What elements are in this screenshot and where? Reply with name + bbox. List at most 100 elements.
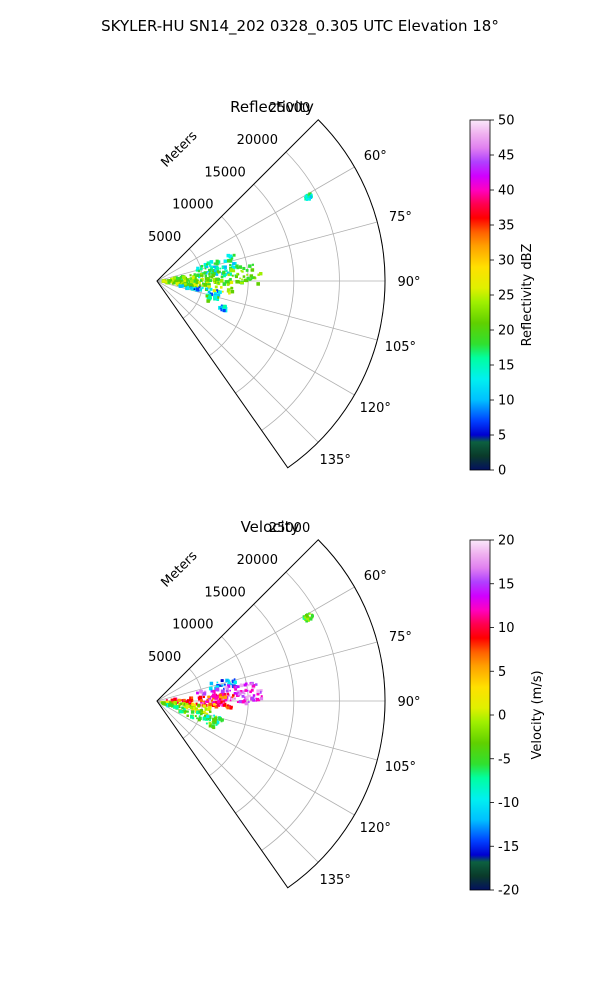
range-ring xyxy=(261,151,340,431)
range-ring xyxy=(235,603,295,814)
echo-cell xyxy=(236,692,240,696)
colorbar-tick-label: 45 xyxy=(498,149,515,164)
azimuth-tick-label: 60° xyxy=(364,149,387,164)
echo-cell xyxy=(210,695,214,698)
echo-cell xyxy=(211,724,215,729)
colorbar-tick-label: 15 xyxy=(498,359,515,374)
echo-cell xyxy=(226,692,230,696)
echo-cell xyxy=(193,284,197,288)
echo-cell xyxy=(222,282,227,286)
echo-cell xyxy=(174,282,176,285)
echo-cell xyxy=(198,286,201,289)
echo-cell xyxy=(207,285,211,289)
echo-cell xyxy=(180,699,183,702)
echo-cell xyxy=(219,278,224,283)
echo-cell xyxy=(258,699,261,702)
echo-cell xyxy=(220,696,224,699)
echo-cell xyxy=(220,305,223,308)
echo-cell xyxy=(306,617,309,621)
echo-cell xyxy=(186,699,191,703)
echo-cell xyxy=(214,704,219,709)
echo-cell xyxy=(213,295,218,299)
echo-cell xyxy=(249,690,252,694)
echo-cell xyxy=(199,712,203,716)
echo-cell xyxy=(205,265,208,268)
echo-cell xyxy=(219,703,221,706)
echo-cell xyxy=(202,695,205,699)
echo-cell xyxy=(229,259,233,263)
echo-cell xyxy=(183,698,186,702)
echo-cell xyxy=(180,278,183,281)
echo-cell xyxy=(189,706,193,710)
echo-cell xyxy=(212,689,216,693)
echo-cell xyxy=(237,693,240,696)
echo-cell xyxy=(214,285,218,289)
echo-cell xyxy=(240,269,243,272)
echo-cell xyxy=(230,685,233,688)
echo-cell xyxy=(208,268,212,273)
echo-cell xyxy=(256,282,260,286)
echo-cell xyxy=(190,715,194,719)
echo-cell xyxy=(259,271,263,276)
echo-cell xyxy=(304,198,307,201)
echo-cell xyxy=(222,270,226,274)
echo-cell xyxy=(213,292,218,296)
echo-cell xyxy=(214,696,219,700)
echo-cell xyxy=(236,266,239,270)
echo-cell xyxy=(212,270,214,272)
echo-cell xyxy=(195,287,200,291)
echo-cell xyxy=(226,253,231,258)
echo-cell xyxy=(239,690,243,693)
echo-cell xyxy=(244,701,249,706)
echo-cell xyxy=(229,270,232,273)
echo-cell xyxy=(305,615,309,619)
range-tick-label: 15000 xyxy=(204,165,245,180)
echo-cell xyxy=(208,710,212,713)
echo-cell xyxy=(219,700,223,705)
echo-cell xyxy=(208,702,213,707)
echo-cell xyxy=(173,697,177,701)
echo-cell xyxy=(230,705,233,709)
figure-suptitle: SKYLER-HU SN14_202 0328_0.305 UTC Elevat… xyxy=(101,17,499,35)
echo-cell xyxy=(188,701,191,704)
echo-cell xyxy=(212,703,216,706)
echo-cell xyxy=(165,280,168,283)
echo-cell xyxy=(217,700,221,704)
echo-cell xyxy=(191,708,194,711)
echo-cell xyxy=(250,696,255,701)
echo-cell xyxy=(251,276,254,280)
reflectivity-colorbar-ticks: 0 5 10 15 20 25 30 35 40 45 50 xyxy=(490,114,515,479)
echo-cell xyxy=(206,698,209,701)
echo-cell xyxy=(192,706,197,711)
echo-cell xyxy=(213,281,216,284)
echo-cell xyxy=(243,683,247,687)
echo-cell xyxy=(168,280,171,283)
echo-cell xyxy=(231,694,235,697)
echo-cell xyxy=(227,682,232,686)
echo-cell xyxy=(217,270,220,273)
echo-cell xyxy=(214,700,218,705)
echo-cell xyxy=(305,619,309,623)
echo-cell xyxy=(203,690,207,694)
echo-cell xyxy=(183,711,187,714)
echo-cell xyxy=(209,260,214,264)
echo-cell xyxy=(223,683,226,686)
echo-cell xyxy=(189,274,192,277)
reflectivity-echoes xyxy=(161,192,313,313)
echo-cell xyxy=(196,273,200,277)
echo-cell xyxy=(173,705,177,709)
reflectivity-azimuth-ticks: 60° 75° 90° 105° 120° 135° xyxy=(320,149,421,468)
echo-cell xyxy=(259,689,263,693)
echo-cell xyxy=(232,269,234,272)
echo-cell xyxy=(245,698,247,701)
echo-cell xyxy=(191,717,195,720)
echo-cell xyxy=(214,281,218,284)
echo-cell xyxy=(231,265,236,270)
echo-cell xyxy=(215,266,219,270)
echo-cell xyxy=(226,690,229,693)
azimuth-spoke xyxy=(156,700,355,816)
echo-cell xyxy=(207,715,212,720)
echo-cell xyxy=(175,705,179,709)
echo-cell xyxy=(212,721,215,725)
echo-cell xyxy=(233,691,237,695)
